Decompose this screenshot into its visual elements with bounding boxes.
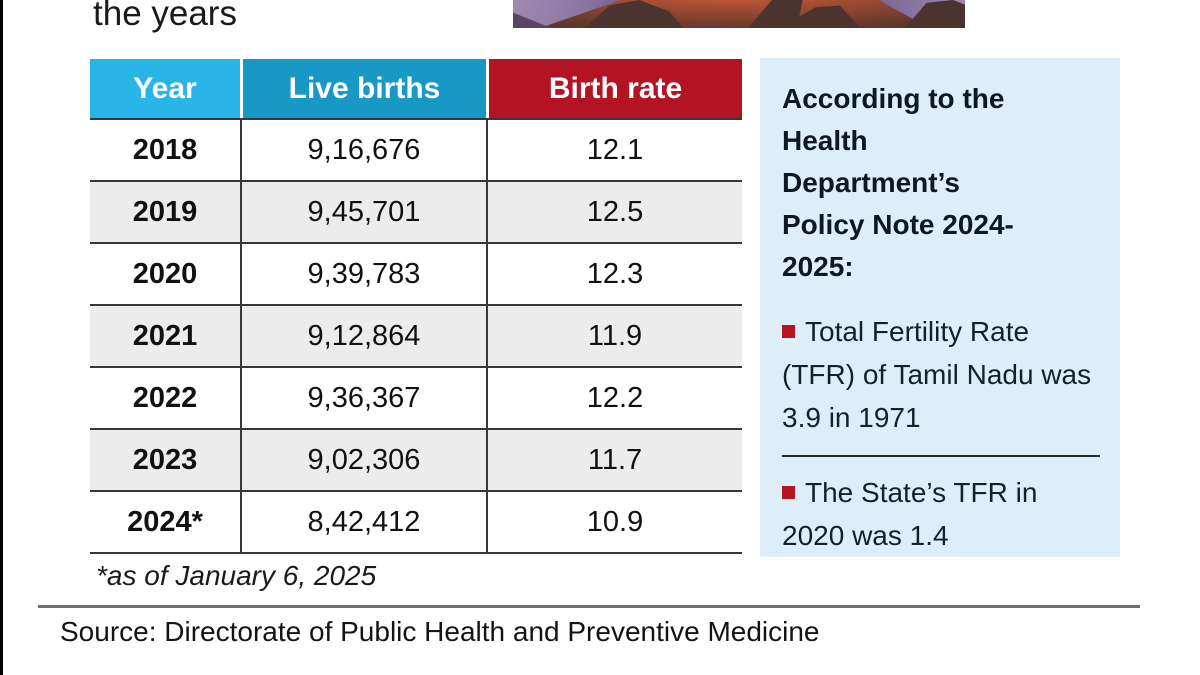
header-cell-birth-rate: Birth rate xyxy=(489,59,742,118)
cell-year: 2018 xyxy=(90,120,242,180)
sidebar-heading: According to the Health Department’s Pol… xyxy=(782,83,1014,282)
cell-birth-rate: 10.9 xyxy=(586,505,644,538)
sidebar-divider xyxy=(782,455,1100,457)
sidebar-bullet-item: Total Fertility Rate (TFR) of Tamil Nadu… xyxy=(782,310,1096,439)
cell-live-births: 9,16,676 xyxy=(242,120,488,180)
red-square-bullet-icon xyxy=(782,325,795,338)
table-footnote: *as of January 6, 2025 xyxy=(96,560,377,591)
header-cell-year: Year xyxy=(90,59,240,118)
table-row: 2022 9,36,367 12.2 xyxy=(90,368,742,430)
table-row: 2023 9,02,306 11.7 xyxy=(90,430,742,492)
table-header-row: Year Live births Birth rate xyxy=(90,59,742,118)
cell-birth-rate: 12.1 xyxy=(586,133,644,166)
cell-birth-rate: 11.7 xyxy=(587,443,643,476)
cell-live-births: 9,36,367 xyxy=(242,368,488,428)
headline-fragment: the years xyxy=(93,0,237,33)
table-row: 2020 9,39,783 12.3 xyxy=(90,244,742,306)
cell-year: 2021 xyxy=(90,306,242,366)
cell-year: 2022 xyxy=(90,368,242,428)
hero-illustration xyxy=(513,0,965,28)
hero-silhouette-center xyxy=(748,0,861,28)
cell-live-births: 9,12,864 xyxy=(242,306,488,366)
cell-birth-rate: 12.5 xyxy=(586,195,644,228)
cell-live-births: 9,39,783 xyxy=(242,244,488,304)
cell-live-births: 9,45,701 xyxy=(242,182,488,242)
sidebar-bullet-text: Total Fertility Rate (TFR) of Tamil Nadu… xyxy=(782,316,1092,433)
sidebar-bullet-item: The State’s TFR in 2020 was 1.4 xyxy=(782,471,1096,557)
table-row: 2019 9,45,701 12.5 xyxy=(90,182,742,244)
births-table: Year Live births Birth rate 2018 9,16,67… xyxy=(90,59,742,554)
cell-year: 2019 xyxy=(90,182,242,242)
cell-year: 2024* xyxy=(90,492,242,552)
source-line: Source: Directorate of Public Health and… xyxy=(60,616,820,647)
cell-birth-rate: 11.9 xyxy=(587,319,643,352)
cell-birth-rate: 12.3 xyxy=(586,257,644,290)
policy-note-sidebar: According to the Health Department’s Pol… xyxy=(760,58,1120,557)
table-row: 2021 9,12,864 11.9 xyxy=(90,306,742,368)
page-left-rule xyxy=(0,0,3,675)
cell-year: 2023 xyxy=(90,430,242,490)
red-square-bullet-icon xyxy=(782,486,795,499)
table-row: 2018 9,16,676 12.1 xyxy=(90,120,742,182)
cell-live-births: 9,02,306 xyxy=(242,430,488,490)
sidebar-bullet-text: The State’s TFR in 2020 was 1.4 xyxy=(782,477,1038,551)
source-divider-rule xyxy=(38,605,1140,608)
cell-year: 2020 xyxy=(90,244,242,304)
cell-birth-rate: 12.2 xyxy=(586,381,644,414)
table-row: 2024* 8,42,412 10.9 xyxy=(90,492,742,554)
table-body: 2018 9,16,676 12.1 2019 9,45,701 12.5 20… xyxy=(90,118,742,554)
cell-live-births: 8,42,412 xyxy=(242,492,488,552)
header-cell-live-births: Live births xyxy=(243,59,486,118)
